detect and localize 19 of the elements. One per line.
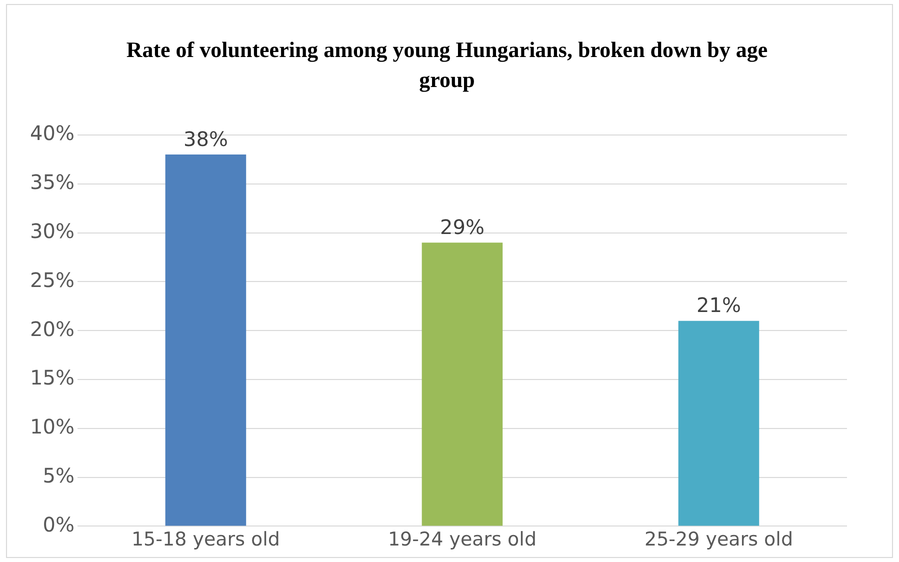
data-label: 38% — [183, 126, 228, 151]
y-tick-label: 20% — [30, 316, 74, 341]
y-tick-label: 25% — [30, 268, 74, 292]
y-tick-label: 10% — [30, 414, 74, 439]
y-tick-label: 35% — [30, 170, 74, 194]
y-tick-label: 15% — [30, 366, 74, 390]
data-label: 29% — [440, 214, 484, 239]
y-tick-label: 30% — [30, 219, 74, 244]
data-label: 21% — [696, 293, 741, 318]
bar — [165, 154, 246, 526]
y-tick-label: 0% — [42, 512, 74, 536]
y-tick-label: 40% — [30, 121, 74, 146]
bar — [422, 242, 503, 526]
x-tick-label: 25-29 years old — [644, 528, 794, 551]
y-tick-label: 5% — [42, 464, 74, 488]
x-tick-label: 19-24 years old — [388, 528, 536, 551]
bar — [678, 320, 760, 526]
chart-title: Rate of volunteering among young Hungarians, broken down by age group — [125, 36, 769, 94]
x-tick-label: 15-18 years old — [131, 528, 280, 551]
